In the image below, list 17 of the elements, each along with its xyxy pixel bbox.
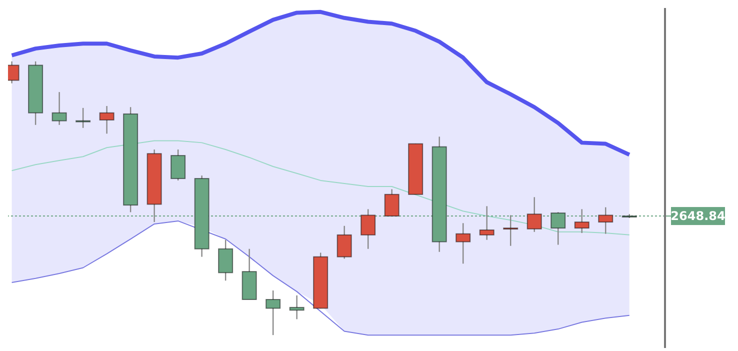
candlestick — [218, 239, 234, 282]
candlestick — [76, 107, 91, 129]
candlestick — [598, 206, 614, 234]
candlestick — [289, 294, 304, 320]
candlestick — [526, 196, 542, 232]
candlestick — [99, 105, 114, 134]
candlestick — [503, 214, 518, 246]
candlestick — [456, 222, 471, 264]
candlestick — [360, 208, 376, 250]
candlestick — [384, 188, 400, 217]
candlestick — [336, 225, 352, 260]
candlestick — [266, 290, 281, 336]
candlestick — [479, 206, 494, 240]
candlestick — [52, 91, 67, 126]
candlestick — [574, 208, 590, 234]
candlestick — [170, 148, 186, 182]
text: 2648.84 — [670, 209, 726, 224]
